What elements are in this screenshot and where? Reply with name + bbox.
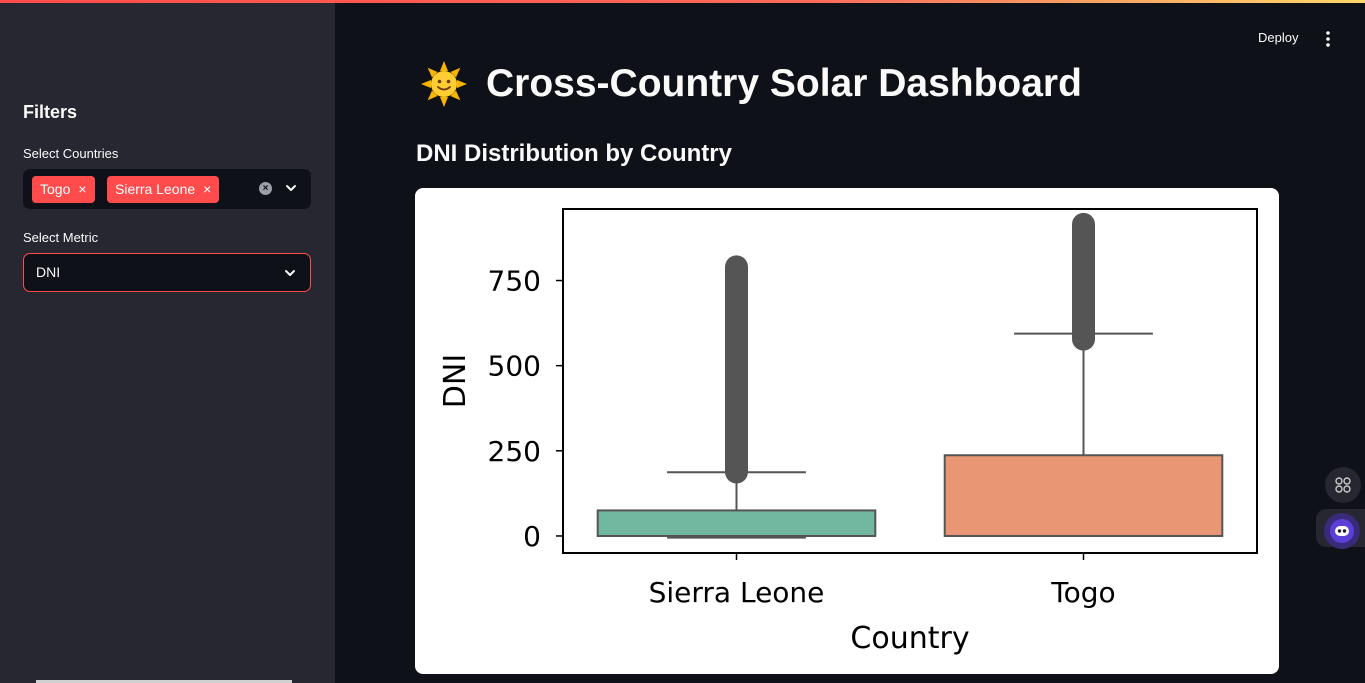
box-1 [943,454,1224,537]
chip-label: Togo [40,181,71,197]
chip-togo: Togo × [32,176,95,203]
chevron-down-icon[interactable] [283,266,297,280]
x-tick-label: Togo [1050,576,1115,609]
clear-all-icon[interactable]: × [259,182,272,195]
countries-label: Select Countries [23,146,119,161]
page-title-text: Cross-Country Solar Dashboard [486,62,1082,105]
deploy-button[interactable]: Deploy [1258,30,1299,45]
metric-select-value: DNI [36,264,61,280]
y-tick-label: 0 [523,520,541,553]
x-axis-label: Country [850,621,969,656]
chevron-down-icon[interactable] [284,181,298,195]
metric-select[interactable]: DNI [23,253,311,292]
sidebar: Filters Select Countries Togo × Sierra L… [0,3,335,683]
chip-label: Sierra Leone [115,181,196,197]
assistant-float-button[interactable] [1324,513,1360,549]
y-tick-label: 250 [488,435,541,468]
main-menu-icon[interactable] [1318,29,1338,49]
dni-boxplot-chart: 0 250 500 750 Sierra Leone Togo Country DNI [438,208,1258,656]
chart-card: 0 250 500 750 Sierra Leone Togo Country DNI [415,188,1279,674]
box-0 [596,509,877,537]
sidebar-heading: Filters [23,102,78,122]
section-subheading: DNI Distribution by Country [416,140,732,167]
horizontal-scrollbar[interactable] [36,680,292,683]
metric-label: Select Metric [23,230,99,245]
sun-emoji-icon [421,61,467,107]
chip-sierra-leone: Sierra Leone × [107,176,220,203]
chip-remove-icon[interactable]: × [78,181,87,197]
countries-multiselect[interactable]: Togo × Sierra Leone × × [23,169,311,209]
y-axis-label: DNI [438,354,473,408]
page-title: Cross-Country Solar Dashboard [420,60,1082,108]
plot-frame [562,208,1258,554]
y-tick-label: 500 [488,350,541,383]
grid-icon [1335,477,1351,493]
chip-remove-icon[interactable]: × [203,181,212,197]
bot-icon [1330,519,1354,543]
apps-float-button[interactable] [1325,467,1361,503]
top-accent-bar [0,0,1365,3]
y-tick-label: 750 [488,265,541,298]
x-tick-label: Sierra Leone [649,576,825,609]
